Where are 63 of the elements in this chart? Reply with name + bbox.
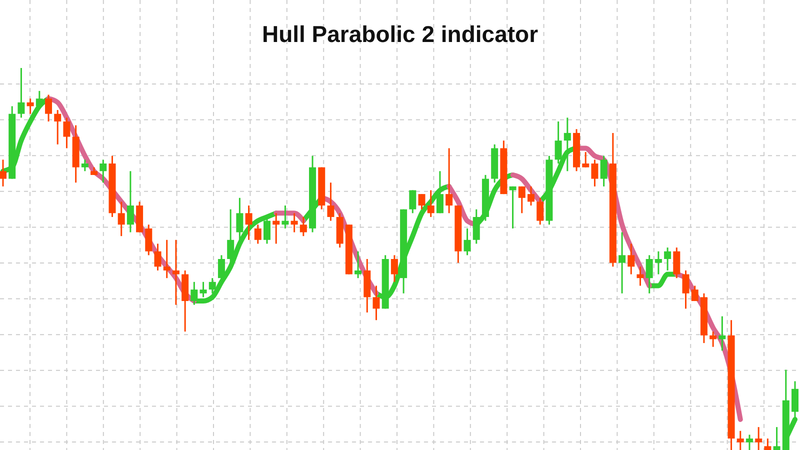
candlestick — [736, 430, 744, 450]
candlestick — [163, 239, 170, 279]
candlestick — [682, 270, 690, 310]
candlestick — [755, 426, 762, 450]
candlestick — [145, 224, 152, 256]
candlestick — [81, 158, 88, 172]
candlestick — [264, 216, 270, 244]
candlestick — [327, 182, 334, 222]
candlestick — [200, 281, 207, 298]
candlestick — [282, 204, 289, 230]
candlestick — [600, 155, 608, 188]
candlestick — [154, 242, 162, 272]
candlestick — [118, 200, 125, 237]
candlestick — [208, 277, 216, 294]
candlestick — [272, 212, 280, 244]
candlestick — [227, 208, 234, 264]
candlestick — [591, 158, 598, 188]
candlestick — [254, 224, 262, 244]
candlestick — [446, 147, 453, 214]
candlestick — [673, 246, 680, 279]
candlestick — [618, 232, 626, 294]
candlestick — [536, 197, 544, 226]
candlestick — [764, 438, 772, 450]
candlestick — [464, 228, 471, 256]
candlestick — [582, 151, 590, 168]
candlestick — [126, 170, 134, 234]
candlestick — [691, 284, 698, 302]
candlestick — [718, 316, 726, 352]
candlestick — [664, 246, 672, 272]
candlestick — [773, 426, 780, 450]
chart-title: Hull Parabolic 2 indicator — [262, 21, 538, 47]
candlestick — [300, 216, 307, 237]
candlestick — [746, 434, 753, 450]
candlestick — [354, 250, 362, 279]
candlestick — [628, 242, 635, 276]
candlestick — [100, 158, 107, 184]
candlestick — [26, 98, 34, 115]
candlestick — [409, 189, 416, 214]
candlestick — [554, 120, 562, 164]
candlestick — [418, 193, 426, 210]
candlestick — [236, 197, 244, 241]
candlestick — [436, 170, 444, 214]
candlestick — [63, 116, 70, 149]
candlestick — [372, 284, 380, 321]
candlestick — [172, 239, 180, 306]
candlestick — [18, 67, 25, 118]
candlestick — [710, 330, 717, 348]
candlestick — [190, 281, 198, 306]
candlestick — [54, 109, 62, 146]
candlestick — [636, 266, 644, 286]
candlestick — [45, 94, 52, 122]
candlestick — [528, 186, 534, 206]
candlestick — [472, 208, 480, 244]
candlestick — [390, 254, 398, 283]
candlestick — [646, 254, 653, 294]
candlestick — [290, 212, 298, 234]
candlestick — [564, 116, 571, 172]
candlestick — [654, 250, 662, 276]
candlestick — [509, 186, 516, 230]
candlestick — [518, 186, 526, 214]
candlestick — [427, 189, 434, 218]
candlestick — [0, 158, 6, 188]
candlestick — [245, 204, 252, 241]
